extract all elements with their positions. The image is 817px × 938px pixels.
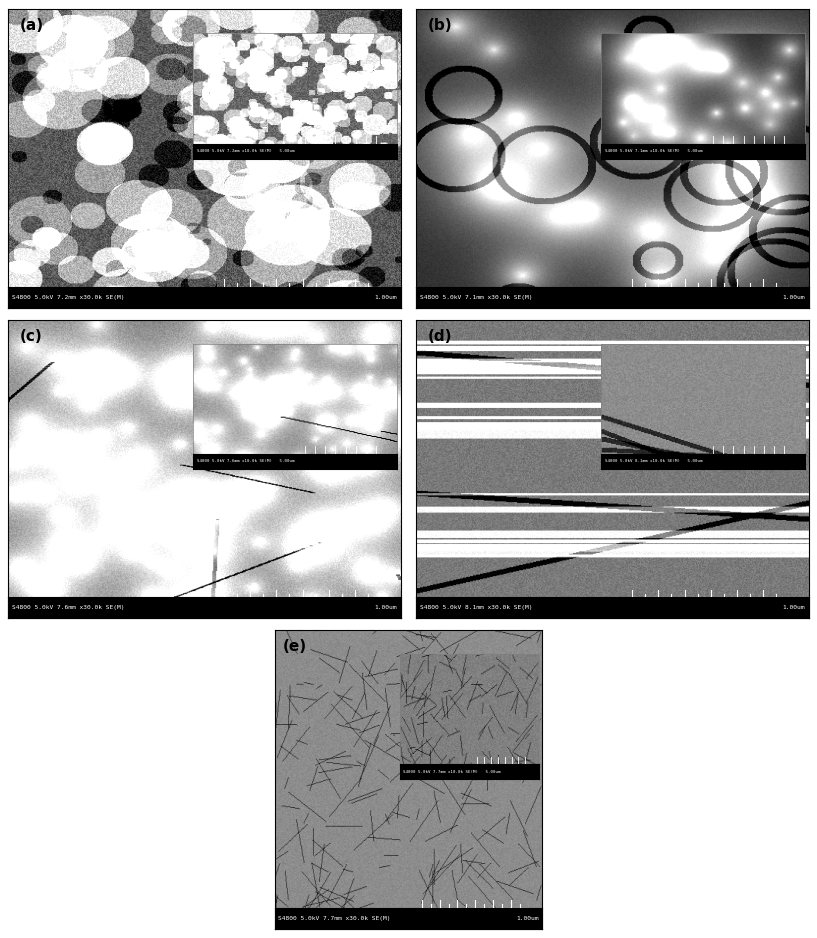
- Text: (c): (c): [20, 328, 42, 343]
- Text: (e): (e): [283, 639, 307, 654]
- Text: (d): (d): [428, 328, 453, 343]
- Text: (a): (a): [20, 19, 44, 34]
- Text: (b): (b): [428, 19, 453, 34]
